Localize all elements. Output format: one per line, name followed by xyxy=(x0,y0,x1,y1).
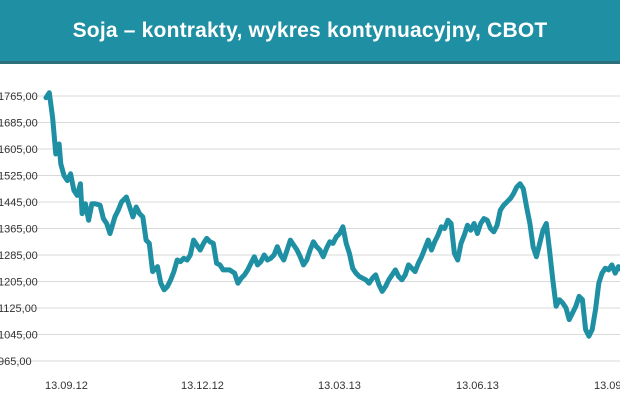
series-line xyxy=(43,90,620,339)
line-chart: 1765,00 1685,00 1605,00 1525,00 1445,00 1365,… xyxy=(0,90,620,392)
x-axis-tick-labels: 13.09.12 13.12.12 13.03.13 13.06.13 13.09 xyxy=(45,380,620,392)
y-axis-tick-labels: 1765,00 1685,00 1605,00 1525,00 1445,00 1365,… xyxy=(0,91,38,368)
y-tick-label: 1445,00 xyxy=(0,197,38,209)
y-tick-label: 1205,00 xyxy=(0,277,38,289)
chart-title-bar: Soja – kontrakty, wykres kontynuacyjny, … xyxy=(0,0,620,64)
y-tick-label: 1285,00 xyxy=(0,250,38,262)
y-tick-label: 1365,00 xyxy=(0,224,38,236)
chart-title: Soja – kontrakty, wykres kontynuacyjny, … xyxy=(72,18,548,42)
x-tick-label: 13.03.13 xyxy=(318,380,361,392)
x-tick-label: 13.09 xyxy=(594,380,620,392)
y-tick-label: 1045,00 xyxy=(0,330,38,342)
grid-lines xyxy=(0,95,620,362)
y-tick-label: 965,00 xyxy=(0,356,32,368)
x-tick-label: 13.09.12 xyxy=(45,380,88,392)
x-tick-label: 13.06.13 xyxy=(456,380,499,392)
y-tick-label: 1605,00 xyxy=(0,144,38,156)
y-tick-label: 1525,00 xyxy=(0,171,38,183)
y-tick-label: 1685,00 xyxy=(0,118,38,130)
y-tick-label: 1125,00 xyxy=(0,303,37,315)
x-tick-label: 13.12.12 xyxy=(181,380,224,392)
y-tick-label: 1765,00 xyxy=(0,91,38,103)
